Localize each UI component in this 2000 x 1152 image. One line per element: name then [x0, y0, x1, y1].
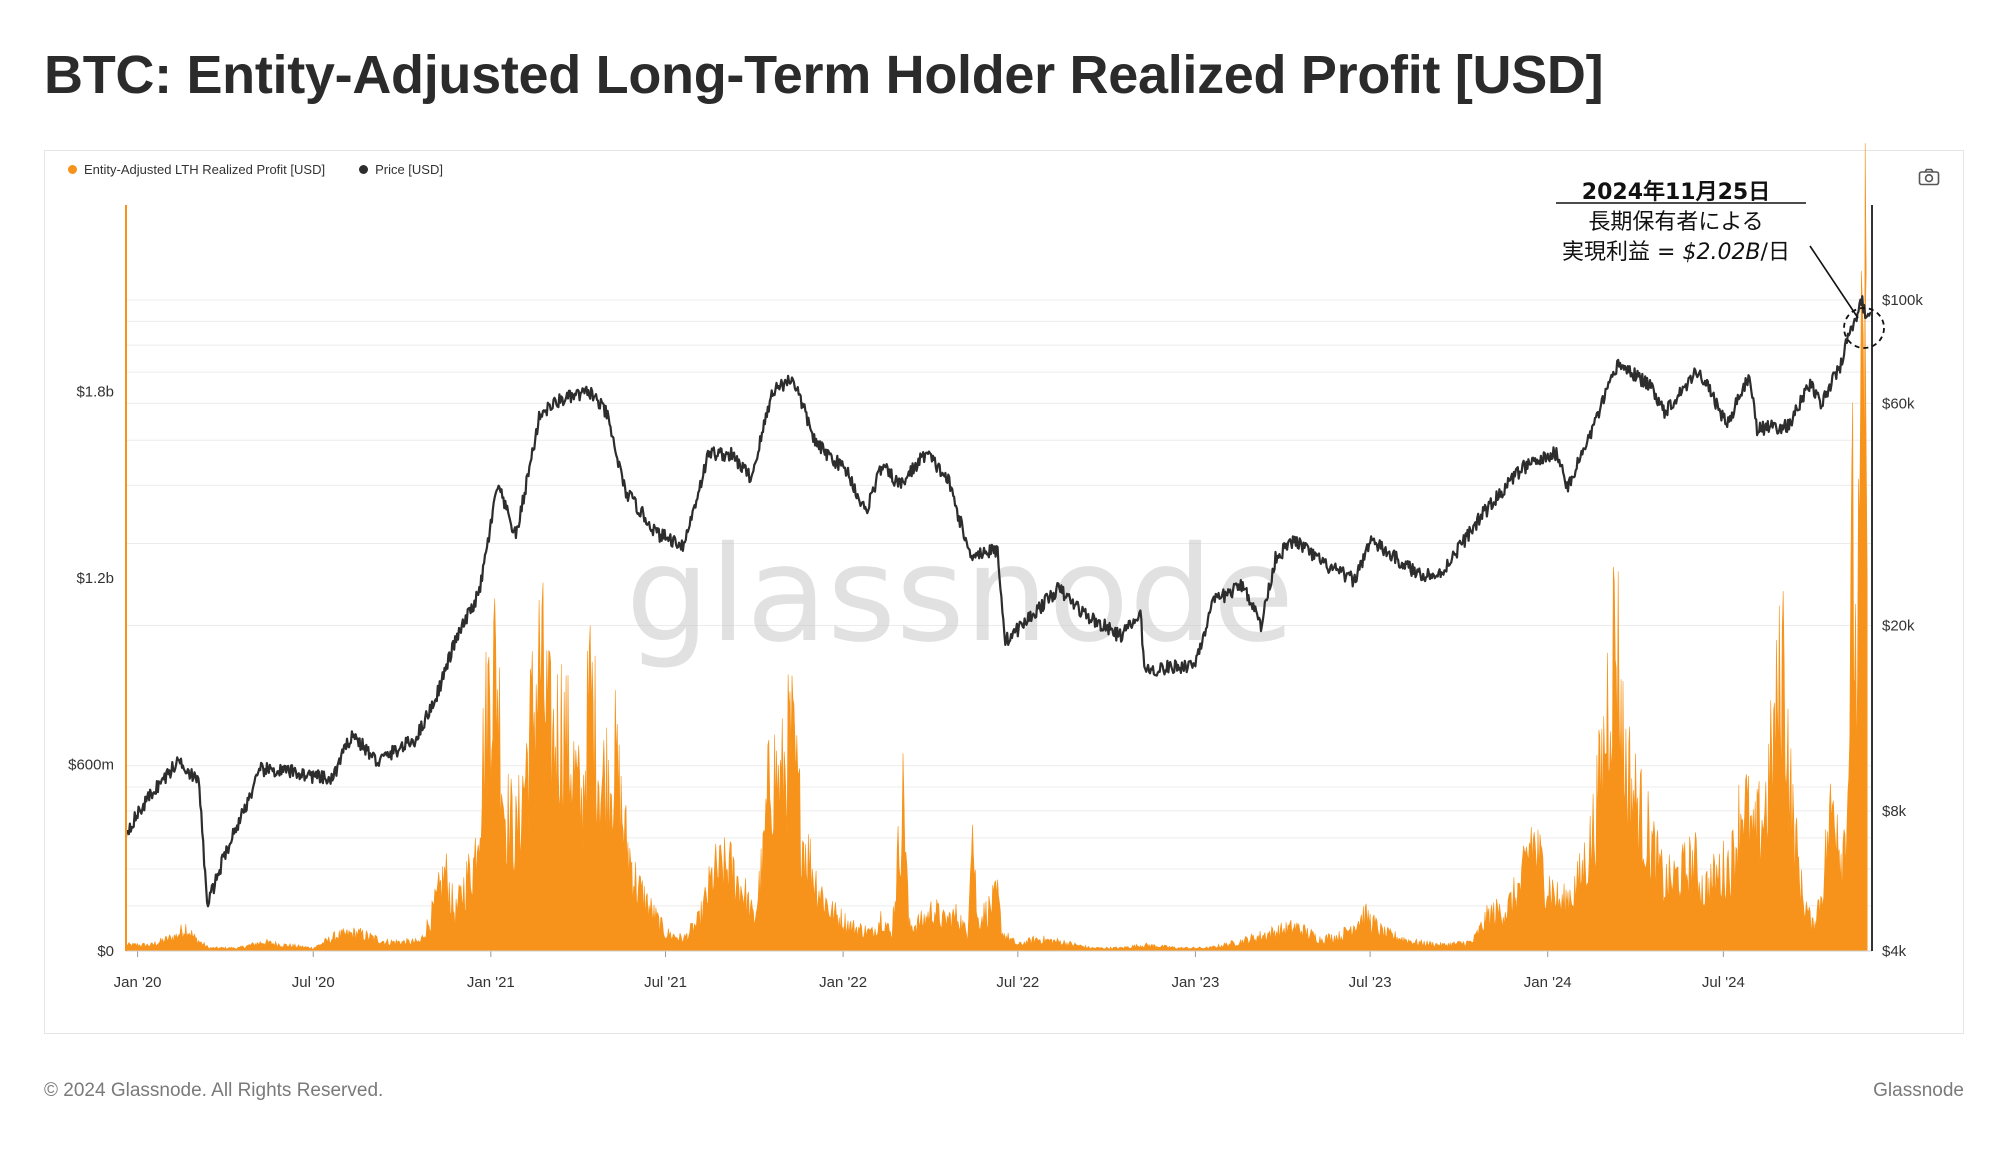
legend-item-profit[interactable]: Entity-Adjusted LTH Realized Profit [USD… [68, 162, 325, 177]
x-tick-label: Jul '23 [1349, 974, 1392, 991]
y-left-tick-label: $1.8b [76, 384, 114, 401]
x-tick-label: Jan '20 [114, 974, 162, 991]
watermark: glassnode [626, 518, 1294, 672]
y-left-tick-label: $1.2b [76, 570, 114, 587]
y-left-tick-label: $0 [97, 943, 114, 960]
x-tick-label: Jan '24 [1524, 974, 1572, 991]
x-tick-label: Jan '22 [819, 974, 867, 991]
annotation-layer: 2024年11月25日 長期保有者による 実現利益 = $2.02B/日 [1556, 179, 1885, 349]
x-tick-label: Jan '21 [467, 974, 515, 991]
x-tick-label: Jul '22 [996, 974, 1039, 991]
annotation-value: $2.02B [1682, 240, 1760, 265]
legend-label-price: Price [USD] [375, 162, 443, 177]
footer-brand: Glassnode [1873, 1080, 1964, 1101]
y-right-tick-label: $8k [1882, 803, 1907, 820]
profit-layer [125, 143, 1868, 952]
series-profit-area [125, 143, 1868, 952]
legend-dot-profit [68, 165, 77, 174]
y-right-tick-label: $20k [1882, 618, 1915, 635]
y-right-tick-label: $60k [1882, 395, 1915, 412]
annotation-line1: 長期保有者による [1588, 210, 1763, 235]
annotation-line2-prefix: 実現利益 = [1562, 240, 1682, 265]
annotation-line2: 実現利益 = $2.02B/日 [1562, 240, 1790, 265]
footer-copyright: © 2024 Glassnode. All Rights Reserved. [44, 1080, 384, 1101]
annotation-line2-suffix: /日 [1761, 240, 1790, 265]
chart-legend: Entity-Adjusted LTH Realized Profit [USD… [68, 162, 443, 177]
series-price-line [124, 295, 1872, 908]
annotation-circle [1843, 307, 1885, 349]
x-tick-label: Jan '23 [1171, 974, 1219, 991]
annotation-date: 2024年11月25日 [1582, 179, 1770, 205]
y-right-tick-label: $4k [1882, 943, 1907, 960]
price-layer [124, 295, 1872, 908]
y-right-tick-label: $100k [1882, 292, 1923, 309]
x-tick-label: Jul '24 [1702, 974, 1745, 991]
annotation-pointer [1809, 245, 1859, 319]
legend-label-profit: Entity-Adjusted LTH Realized Profit [USD… [84, 162, 326, 177]
page-title: BTC: Entity-Adjusted Long-Term Holder Re… [44, 45, 1604, 105]
legend-dot-price [359, 165, 369, 174]
x-tick-label: Jul '21 [644, 974, 687, 991]
axis-layer: $0 $600m $1.2b $1.8b $4k $8k $20k $60k $100k Jan … [68, 205, 1923, 991]
x-tick-label: Jul '20 [292, 974, 335, 991]
y-left-tick-label: $600m [68, 757, 114, 774]
legend-item-price[interactable]: Price [USD] [359, 162, 443, 177]
camera-icon[interactable] [1918, 168, 1940, 186]
